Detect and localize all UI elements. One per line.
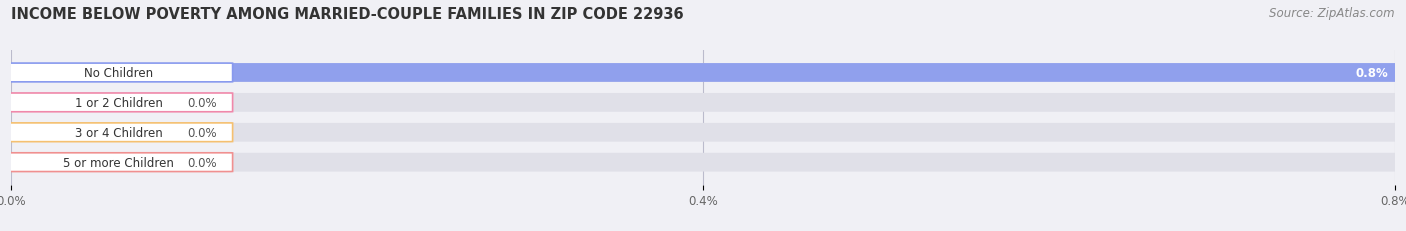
FancyBboxPatch shape — [4, 64, 1402, 82]
FancyBboxPatch shape — [4, 123, 177, 142]
Text: 0.0%: 0.0% — [187, 97, 217, 109]
FancyBboxPatch shape — [4, 64, 232, 82]
FancyBboxPatch shape — [4, 94, 1402, 112]
Text: Source: ZipAtlas.com: Source: ZipAtlas.com — [1270, 7, 1395, 20]
FancyBboxPatch shape — [4, 123, 232, 142]
Text: 5 or more Children: 5 or more Children — [63, 156, 174, 169]
FancyBboxPatch shape — [4, 153, 177, 172]
Text: 1 or 2 Children: 1 or 2 Children — [75, 97, 163, 109]
FancyBboxPatch shape — [4, 153, 1402, 172]
FancyBboxPatch shape — [4, 123, 1402, 142]
Text: 0.0%: 0.0% — [187, 126, 217, 139]
Text: INCOME BELOW POVERTY AMONG MARRIED-COUPLE FAMILIES IN ZIP CODE 22936: INCOME BELOW POVERTY AMONG MARRIED-COUPL… — [11, 7, 683, 22]
FancyBboxPatch shape — [4, 94, 232, 112]
FancyBboxPatch shape — [4, 64, 1402, 82]
FancyBboxPatch shape — [4, 153, 232, 172]
Text: 3 or 4 Children: 3 or 4 Children — [75, 126, 162, 139]
Text: No Children: No Children — [84, 67, 153, 80]
Text: 0.0%: 0.0% — [187, 156, 217, 169]
FancyBboxPatch shape — [4, 94, 177, 112]
Text: 0.8%: 0.8% — [1355, 67, 1388, 80]
